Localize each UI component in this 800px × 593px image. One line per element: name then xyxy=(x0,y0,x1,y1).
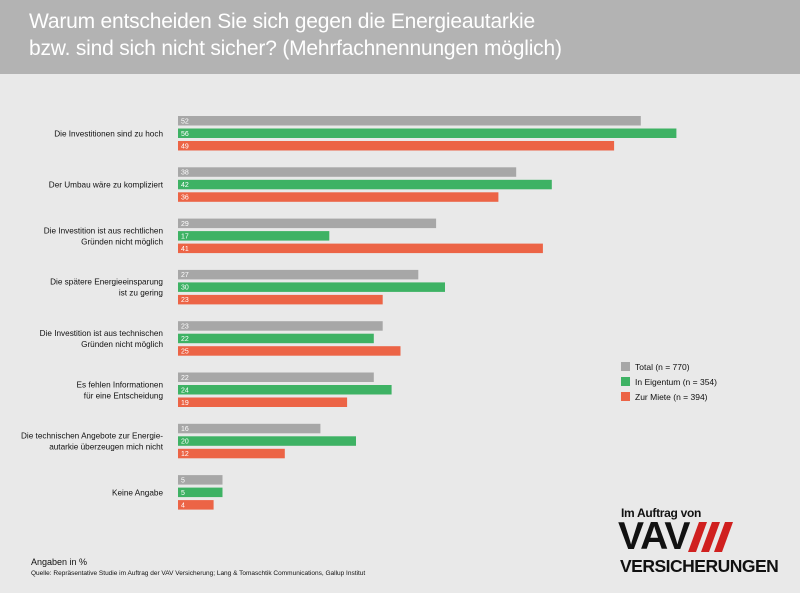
chart-title-line-1: Warum entscheiden Sie sich gegen die Ene… xyxy=(29,10,535,33)
bar-value-label: 49 xyxy=(181,143,189,150)
category-label: Die Investition ist aus rechtlichen xyxy=(44,226,164,235)
bar-total xyxy=(178,321,383,331)
bar-total xyxy=(178,372,374,382)
legend-label: Total (n = 770) xyxy=(635,362,690,372)
title-banner: Warum entscheiden Sie sich gegen die Ene… xyxy=(0,0,800,74)
logo-vav-text: VAV xyxy=(618,515,690,558)
bar-eigentum xyxy=(178,128,677,138)
bar-value-label: 29 xyxy=(181,221,189,228)
bar-total xyxy=(178,167,517,177)
bar-eigentum xyxy=(178,179,552,190)
category-label: Es fehlen Informationen xyxy=(77,380,164,389)
category-label: Der Umbau wäre zu kompliziert xyxy=(49,181,164,190)
category-label: Die technischen Angebote zur Energie- xyxy=(21,432,163,441)
bar-total xyxy=(178,475,223,485)
bar-value-label: 41 xyxy=(181,246,189,253)
bar-value-label: 23 xyxy=(181,297,189,304)
bar-value-label: 22 xyxy=(181,375,189,382)
bar-eigentum xyxy=(178,282,445,292)
logo-slashes-icon xyxy=(688,522,733,552)
logo-versicherungen-text: VERSICHERUNGEN xyxy=(620,556,779,576)
legend-label: Zur Miete (n = 394) xyxy=(635,392,708,402)
bar-value-label: 4 xyxy=(181,502,185,509)
chart-title: Warum entscheiden Sie sich gegen die Ene… xyxy=(29,8,789,62)
legend-swatch xyxy=(621,362,630,371)
bar-value-label: 22 xyxy=(181,336,189,343)
bar-eigentum xyxy=(178,333,374,344)
bar-value-label: 24 xyxy=(181,387,189,394)
bar-miete xyxy=(178,500,214,510)
bar-value-label: 5 xyxy=(181,477,185,484)
bar-miete xyxy=(178,294,383,305)
category-label: Gründen nicht möglich xyxy=(81,237,163,246)
legend-label: In Eigentum (n = 354) xyxy=(635,377,717,387)
legend-swatch xyxy=(621,392,630,401)
category-label: Die spätere Energieeinsparung xyxy=(50,278,163,287)
bar-value-label: 27 xyxy=(181,272,189,279)
chart-title-line-2: bzw. sind sich nicht sicher? (Mehrfachne… xyxy=(29,37,562,60)
bar-total xyxy=(178,269,419,280)
bar-value-label: 23 xyxy=(181,324,189,331)
legend-swatch xyxy=(621,377,630,386)
bar-miete xyxy=(178,397,348,407)
source-note: Quelle: Repräsentative Studie im Auftrag… xyxy=(31,570,366,577)
bar-value-label: 16 xyxy=(181,426,189,433)
category-label: Keine Angabe xyxy=(112,488,163,497)
category-label: Die Investition ist aus technischen xyxy=(40,329,164,338)
vav-logo: Im Auftrag von VAV VERSICHERUNGEN xyxy=(618,506,788,581)
bar-total xyxy=(178,116,641,126)
bar-eigentum xyxy=(178,487,223,498)
bar-value-label: 30 xyxy=(181,285,189,292)
category-label: Die Investitionen sind zu hoch xyxy=(54,129,163,138)
unit-note: Angaben in % xyxy=(31,557,88,567)
category-label: Gründen nicht möglich xyxy=(81,340,163,349)
bar-miete xyxy=(178,448,285,459)
bar-eigentum xyxy=(178,231,330,241)
bar-value-label: 5 xyxy=(181,490,185,497)
bar-value-label: 36 xyxy=(181,195,189,202)
bar-value-label: 42 xyxy=(181,182,189,189)
category-label: autarkie überzeugen mich nicht xyxy=(49,443,164,452)
bar-value-label: 17 xyxy=(181,233,189,240)
bar-total xyxy=(178,218,437,229)
bar-value-label: 56 xyxy=(181,131,189,138)
bar-total xyxy=(178,423,321,434)
bar-value-label: 12 xyxy=(181,451,189,458)
bar-value-label: 52 xyxy=(181,118,189,125)
bar-value-label: 25 xyxy=(181,349,189,356)
bar-miete xyxy=(178,243,543,254)
bar-miete xyxy=(178,346,401,356)
bar-value-label: 19 xyxy=(181,400,189,407)
category-label: für eine Entscheidung xyxy=(84,391,164,400)
bar-value-label: 38 xyxy=(181,170,189,177)
logo-commission-text: Im Auftrag von xyxy=(621,506,702,520)
bar-miete xyxy=(178,141,615,151)
bar-miete xyxy=(178,192,499,202)
bar-eigentum xyxy=(178,385,392,395)
category-label: ist zu gering xyxy=(119,289,164,298)
bar-eigentum xyxy=(178,436,356,446)
bar-value-label: 20 xyxy=(181,439,189,446)
